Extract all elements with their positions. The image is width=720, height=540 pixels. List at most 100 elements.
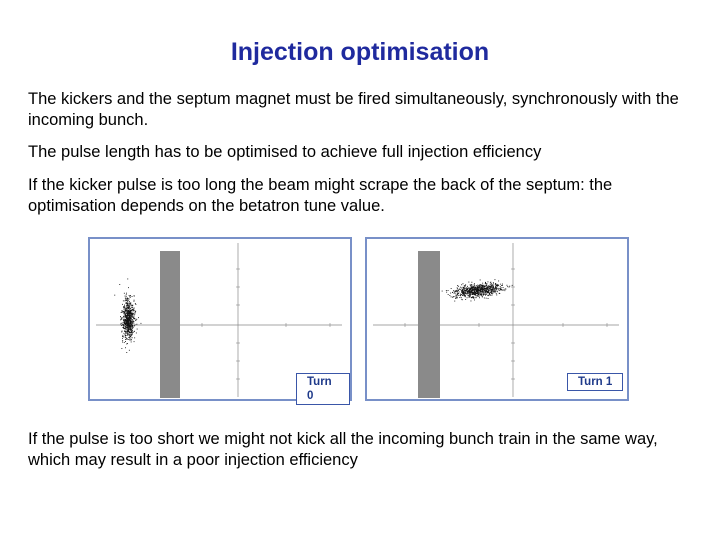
- beam-particle: [133, 321, 135, 322]
- beam-particle: [491, 286, 492, 288]
- beam-particle: [476, 292, 478, 294]
- beam-particle: [130, 310, 132, 312]
- beam-particle: [467, 291, 469, 293]
- beam-particle: [123, 336, 124, 338]
- beam-particle: [487, 290, 489, 292]
- beam-particle: [123, 306, 125, 307]
- beam-cloud: [441, 279, 513, 302]
- beam-particle: [130, 326, 131, 327]
- beam-particle: [132, 316, 134, 318]
- beam-particle: [449, 295, 451, 296]
- beam-particle: [128, 336, 130, 338]
- beam-particle: [476, 287, 478, 289]
- beam-particle: [132, 329, 133, 331]
- beam-particle: [464, 289, 466, 291]
- beam-particle: [136, 323, 138, 325]
- beam-particle: [133, 300, 135, 302]
- beam-particle: [123, 311, 125, 313]
- beam-particle: [128, 320, 130, 322]
- beam-particle: [122, 303, 123, 305]
- beam-particle: [457, 289, 459, 291]
- beam-particle: [132, 324, 134, 326]
- beam-particle: [126, 298, 128, 299]
- beam-particle: [126, 320, 128, 322]
- beam-particle: [492, 286, 494, 288]
- beam-particle: [467, 287, 469, 289]
- beam-particle: [462, 294, 464, 296]
- beam-cloud: [114, 278, 142, 353]
- beam-particle: [129, 303, 131, 305]
- beam-particle: [489, 288, 491, 290]
- beam-particle: [124, 328, 126, 330]
- beam-particle: [128, 320, 129, 322]
- beam-particle: [127, 323, 129, 324]
- beam-particle: [503, 288, 505, 290]
- beam-particle: [487, 292, 488, 293]
- beam-particle: [475, 297, 477, 299]
- beam-particle: [489, 289, 491, 291]
- beam-particle: [469, 284, 471, 286]
- beam-particle: [468, 287, 470, 289]
- beam-particle: [462, 287, 464, 289]
- beam-particle: [495, 293, 497, 295]
- beam-particle: [471, 284, 473, 286]
- beam-particle: [471, 288, 472, 290]
- beam-particle: [466, 297, 468, 299]
- beam-particle: [125, 296, 127, 298]
- beam-particle: [114, 294, 116, 296]
- beam-particle: [480, 286, 482, 288]
- beam-particle: [132, 327, 134, 329]
- beam-particle: [491, 289, 493, 290]
- beam-particle: [479, 287, 481, 289]
- beam-particle: [488, 287, 490, 289]
- beam-particle: [489, 286, 491, 288]
- beam-particle: [497, 285, 499, 287]
- beam-particle: [129, 305, 131, 307]
- beam-particle: [125, 337, 127, 338]
- beam-particle: [496, 288, 498, 290]
- beam-particle: [127, 306, 129, 308]
- beam-particle: [478, 294, 479, 295]
- beam-particle: [487, 288, 489, 290]
- beam-particle: [124, 323, 126, 324]
- beam-particle: [131, 337, 133, 339]
- beam-particle: [480, 293, 482, 295]
- beam-particle: [484, 285, 486, 287]
- beam-particle: [126, 303, 128, 305]
- beam-particle: [478, 291, 480, 293]
- beam-particle: [457, 294, 459, 295]
- paragraph-timing: The kickers and the septum magnet must b…: [28, 90, 679, 129]
- beam-particle: [468, 291, 470, 292]
- beam-particle: [126, 311, 128, 312]
- beam-particle: [124, 330, 125, 332]
- beam-particle: [122, 334, 124, 336]
- beam-particle: [492, 282, 494, 284]
- beam-particle: [456, 297, 458, 299]
- beam-particle: [469, 292, 471, 294]
- beam-particle: [125, 313, 126, 315]
- beam-particle: [128, 306, 130, 308]
- beam-particle: [491, 291, 492, 293]
- beam-particle: [461, 299, 463, 301]
- beam-particle: [473, 290, 475, 292]
- beam-particle: [127, 317, 129, 319]
- beam-particle: [476, 285, 477, 287]
- beam-particle: [134, 337, 136, 339]
- beam-particle: [488, 285, 489, 287]
- beam-particle: [127, 318, 128, 320]
- beam-particle: [128, 323, 130, 325]
- beam-particle: [125, 324, 126, 326]
- beam-particle: [128, 317, 130, 319]
- beam-particle: [132, 304, 134, 306]
- beam-particle: [470, 300, 472, 302]
- beam-particle: [123, 328, 125, 329]
- beam-particle: [487, 289, 488, 290]
- beam-particle: [125, 331, 127, 333]
- beam-particle: [468, 295, 470, 297]
- beam-particle: [475, 286, 476, 288]
- beam-particle: [128, 302, 130, 304]
- beam-particle: [473, 288, 475, 290]
- beam-particle: [462, 289, 463, 290]
- beam-particle: [131, 317, 132, 319]
- beam-particle: [130, 309, 132, 311]
